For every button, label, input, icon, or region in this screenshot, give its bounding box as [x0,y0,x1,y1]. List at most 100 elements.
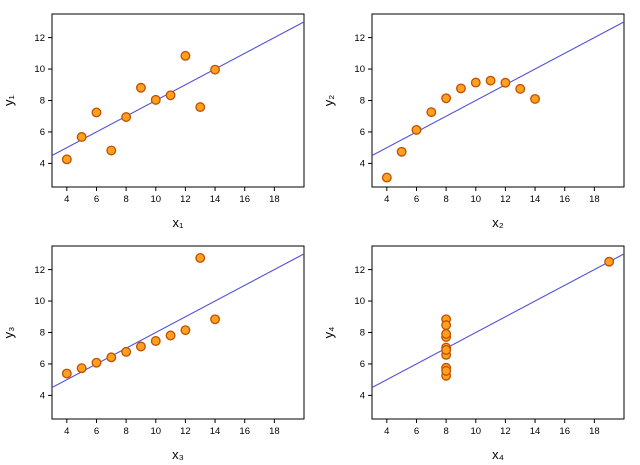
x-axis-label: x₁ [173,215,185,230]
x-tick-label: 6 [414,426,419,437]
data-point [180,324,191,335]
plot-frame [371,13,625,187]
data-point [165,89,176,100]
data-point [411,124,422,135]
data-point [441,319,452,330]
x-tick-label: 4 [384,194,389,205]
data-point [106,145,117,155]
y-tick-label: 4 [40,390,45,401]
x-tick-label: 12 [180,194,191,205]
data-point [121,346,132,357]
x-tick-label: 8 [443,194,448,205]
plot-frame [371,245,625,419]
y-tick-label: 12 [34,32,45,43]
subplot-y4-vs-x4: 4 6 8 10 12 14 16 18 4 6 8 10 12 x₄ y₄ [321,245,625,462]
data-point [150,94,161,105]
x-axis-label: x₃ [172,447,184,462]
data-point [61,368,72,378]
data-point [91,357,102,368]
data-point [121,111,132,122]
data-point [195,101,206,112]
x-tick-label: 12 [180,426,191,437]
x-tick-label: 18 [269,194,280,205]
x-axis-label: x₄ [492,447,504,462]
plot-frame [51,13,305,187]
x-tick-label: 8 [123,194,128,205]
x-tick-label: 6 [94,426,99,437]
subplot-y2-vs-x2: 4 6 8 10 12 14 16 18 4 6 8 10 12 x₂ y₂ [321,13,625,230]
y-axis-label: y₂ [321,94,336,106]
x-tick-label: 12 [500,194,511,205]
data-point [61,153,72,164]
y-tick-label: 8 [360,327,365,338]
x-tick-label: 6 [94,194,99,205]
data-point [135,82,146,93]
y-tick-label: 4 [40,158,45,169]
data-point [396,146,407,157]
x-axis-label: x₂ [492,215,504,230]
data-point [106,351,117,362]
data-point [470,77,481,88]
subplot-y1-vs-x1: 4 6 8 10 12 14 16 18 4 6 8 10 12 x₁ y₁ [1,13,305,230]
x-tick-label: 18 [589,426,600,437]
y-tick-label: 6 [360,127,365,138]
y-tick-label: 8 [40,95,45,106]
y-tick-label: 8 [40,327,45,338]
data-point [604,256,615,267]
data-point [441,365,452,376]
x-tick-label: 6 [414,194,419,205]
y-axis-label: y₃ [1,326,16,338]
data-point [135,341,146,351]
regression-line [371,252,625,388]
y-tick-label: 12 [354,264,365,275]
x-tick-label: 8 [123,426,128,437]
data-point [530,93,541,104]
plot-frame [51,245,305,419]
x-tick-label: 4 [384,426,389,437]
data-point [76,362,87,373]
y-tick-label: 10 [354,64,365,75]
x-tick-label: 12 [500,426,511,437]
x-tick-label: 8 [443,426,448,437]
data-point [485,75,496,86]
data-point [150,335,161,346]
y-tick-label: 12 [354,32,365,43]
y-axis-label: y₁ [1,94,16,106]
data-point [441,328,452,339]
y-tick-label: 6 [40,127,45,138]
data-point [180,50,191,61]
y-axis-label: y₄ [321,326,336,338]
x-tick-label: 10 [150,194,161,205]
data-point [441,344,452,355]
x-tick-label: 16 [239,194,250,205]
data-point [500,77,511,88]
x-tick-label: 10 [150,426,161,437]
x-tick-label: 16 [559,194,570,205]
data-point [76,131,87,142]
y-tick-label: 10 [354,296,365,307]
data-point [426,106,437,117]
x-tick-label: 4 [64,194,69,205]
regression-line [51,20,305,156]
data-point [210,313,221,324]
data-point [165,330,176,340]
y-tick-label: 4 [360,390,365,401]
y-tick-label: 8 [360,95,365,106]
x-tick-label: 16 [239,426,250,437]
y-tick-label: 10 [34,296,45,307]
data-point [210,64,221,75]
regression-line [371,20,625,156]
x-tick-label: 14 [210,426,221,437]
data-point [195,252,206,263]
data-point [381,172,392,183]
y-tick-label: 10 [34,64,45,75]
data-point [91,107,102,117]
x-tick-label: 18 [269,426,280,437]
data-point [515,83,526,94]
subplot-y3-vs-x3: 4 6 8 10 12 14 16 18 4 6 8 10 12 x₃ y₃ [1,245,305,462]
y-tick-label: 12 [34,264,45,275]
x-tick-label: 14 [210,194,221,205]
data-point [441,92,452,103]
data-point [455,82,466,93]
x-tick-label: 10 [470,194,481,205]
